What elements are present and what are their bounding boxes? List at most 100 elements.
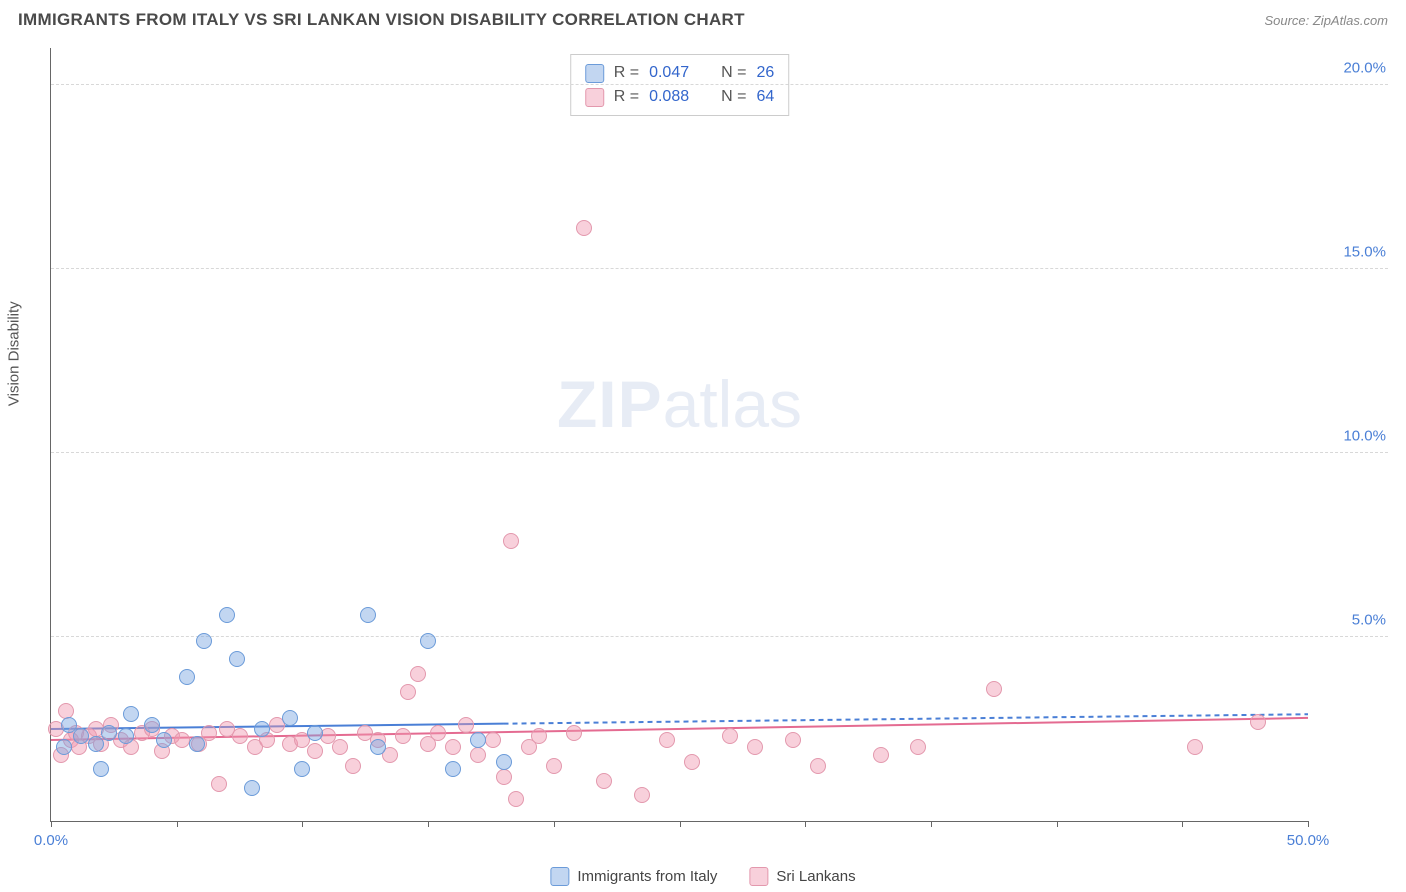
data-point-srilanka <box>458 717 474 733</box>
data-point-srilanka <box>430 725 446 741</box>
data-point-srilanka <box>596 773 612 789</box>
correlation-legend: R = 0.047 N = 26 R = 0.088 N = 64 <box>570 54 790 116</box>
x-tick <box>554 821 555 827</box>
data-point-srilanka <box>201 725 217 741</box>
data-point-italy <box>370 739 386 755</box>
data-point-italy <box>93 761 109 777</box>
data-point-italy <box>294 761 310 777</box>
x-tick <box>302 821 303 827</box>
data-point-srilanka <box>174 732 190 748</box>
data-point-srilanka <box>986 681 1002 697</box>
data-point-srilanka <box>470 747 486 763</box>
y-axis-label: Vision Disability <box>6 301 23 406</box>
x-tick-label: 0.0% <box>34 832 68 849</box>
r-value-italy: 0.047 <box>649 61 689 85</box>
data-point-italy <box>56 739 72 755</box>
r-value-srilanka: 0.088 <box>649 85 689 109</box>
r-label-italy: R = <box>614 61 639 85</box>
data-point-srilanka <box>910 739 926 755</box>
data-point-srilanka <box>503 533 519 549</box>
chart-title: IMMIGRANTS FROM ITALY VS SRI LANKAN VISI… <box>18 10 745 30</box>
watermark-zip: ZIP <box>557 367 663 441</box>
data-point-italy <box>244 780 260 796</box>
data-point-srilanka <box>873 747 889 763</box>
data-point-italy <box>118 728 134 744</box>
legend-item-italy: Immigrants from Italy <box>550 867 717 886</box>
data-point-srilanka <box>58 703 74 719</box>
x-tick <box>680 821 681 827</box>
data-point-srilanka <box>722 728 738 744</box>
data-point-srilanka <box>496 769 512 785</box>
legend-item-srilanka: Sri Lankans <box>749 867 855 886</box>
data-point-italy <box>101 725 117 741</box>
x-tick <box>51 821 52 827</box>
n-label-italy: N = <box>721 61 746 85</box>
swatch-italy <box>585 64 604 83</box>
watermark: ZIPatlas <box>557 366 802 442</box>
data-point-srilanka <box>747 739 763 755</box>
data-point-srilanka <box>345 758 361 774</box>
data-point-srilanka <box>395 728 411 744</box>
data-point-italy <box>496 754 512 770</box>
legend-row-italy: R = 0.047 N = 26 <box>585 61 775 85</box>
data-point-italy <box>219 607 235 623</box>
data-point-italy <box>254 721 270 737</box>
x-tick-label: 50.0% <box>1287 832 1330 849</box>
data-point-srilanka <box>684 754 700 770</box>
x-tick <box>805 821 806 827</box>
data-point-italy <box>282 710 298 726</box>
swatch-italy-icon <box>550 867 569 886</box>
data-point-italy <box>123 706 139 722</box>
data-point-srilanka <box>400 684 416 700</box>
data-point-srilanka <box>232 728 248 744</box>
data-point-srilanka <box>566 725 582 741</box>
data-point-srilanka <box>211 776 227 792</box>
data-point-srilanka <box>531 728 547 744</box>
data-point-srilanka <box>576 220 592 236</box>
x-tick <box>1308 821 1309 827</box>
gridline <box>51 636 1388 637</box>
data-point-srilanka <box>1250 714 1266 730</box>
data-point-srilanka <box>546 758 562 774</box>
y-tick-label: 20.0% <box>1314 59 1386 76</box>
data-point-srilanka <box>1187 739 1203 755</box>
data-point-italy <box>420 633 436 649</box>
data-point-srilanka <box>634 787 650 803</box>
data-point-srilanka <box>810 758 826 774</box>
data-point-srilanka <box>785 732 801 748</box>
x-tick <box>177 821 178 827</box>
legend-row-srilanka: R = 0.088 N = 64 <box>585 85 775 109</box>
data-point-italy <box>307 725 323 741</box>
source-attribution: Source: ZipAtlas.com <box>1264 13 1388 28</box>
n-value-srilanka: 64 <box>756 85 774 109</box>
swatch-srilanka-icon <box>749 867 768 886</box>
y-tick-label: 10.0% <box>1314 427 1386 444</box>
r-label-srilanka: R = <box>614 85 639 109</box>
gridline <box>51 84 1388 85</box>
x-tick <box>428 821 429 827</box>
data-point-srilanka <box>332 739 348 755</box>
data-point-srilanka <box>307 743 323 759</box>
data-point-italy <box>156 732 172 748</box>
x-tick <box>931 821 932 827</box>
gridline <box>51 268 1388 269</box>
data-point-italy <box>470 732 486 748</box>
x-tick <box>1182 821 1183 827</box>
data-point-srilanka <box>508 791 524 807</box>
data-point-italy <box>229 651 245 667</box>
x-tick <box>1057 821 1058 827</box>
chart-container: Vision Disability ZIPatlas R = 0.047 N =… <box>50 48 1388 852</box>
legend-label-srilanka: Sri Lankans <box>776 868 855 885</box>
trend-lines <box>51 48 1308 821</box>
watermark-atlas: atlas <box>663 367 802 441</box>
data-point-italy <box>189 736 205 752</box>
data-point-italy <box>360 607 376 623</box>
y-tick-label: 15.0% <box>1314 243 1386 260</box>
legend-label-italy: Immigrants from Italy <box>577 868 717 885</box>
data-point-italy <box>445 761 461 777</box>
gridline <box>51 452 1388 453</box>
plot-area: ZIPatlas R = 0.047 N = 26 R = 0.088 N = … <box>50 48 1308 822</box>
data-point-italy <box>144 717 160 733</box>
n-value-italy: 26 <box>756 61 774 85</box>
data-point-srilanka <box>659 732 675 748</box>
